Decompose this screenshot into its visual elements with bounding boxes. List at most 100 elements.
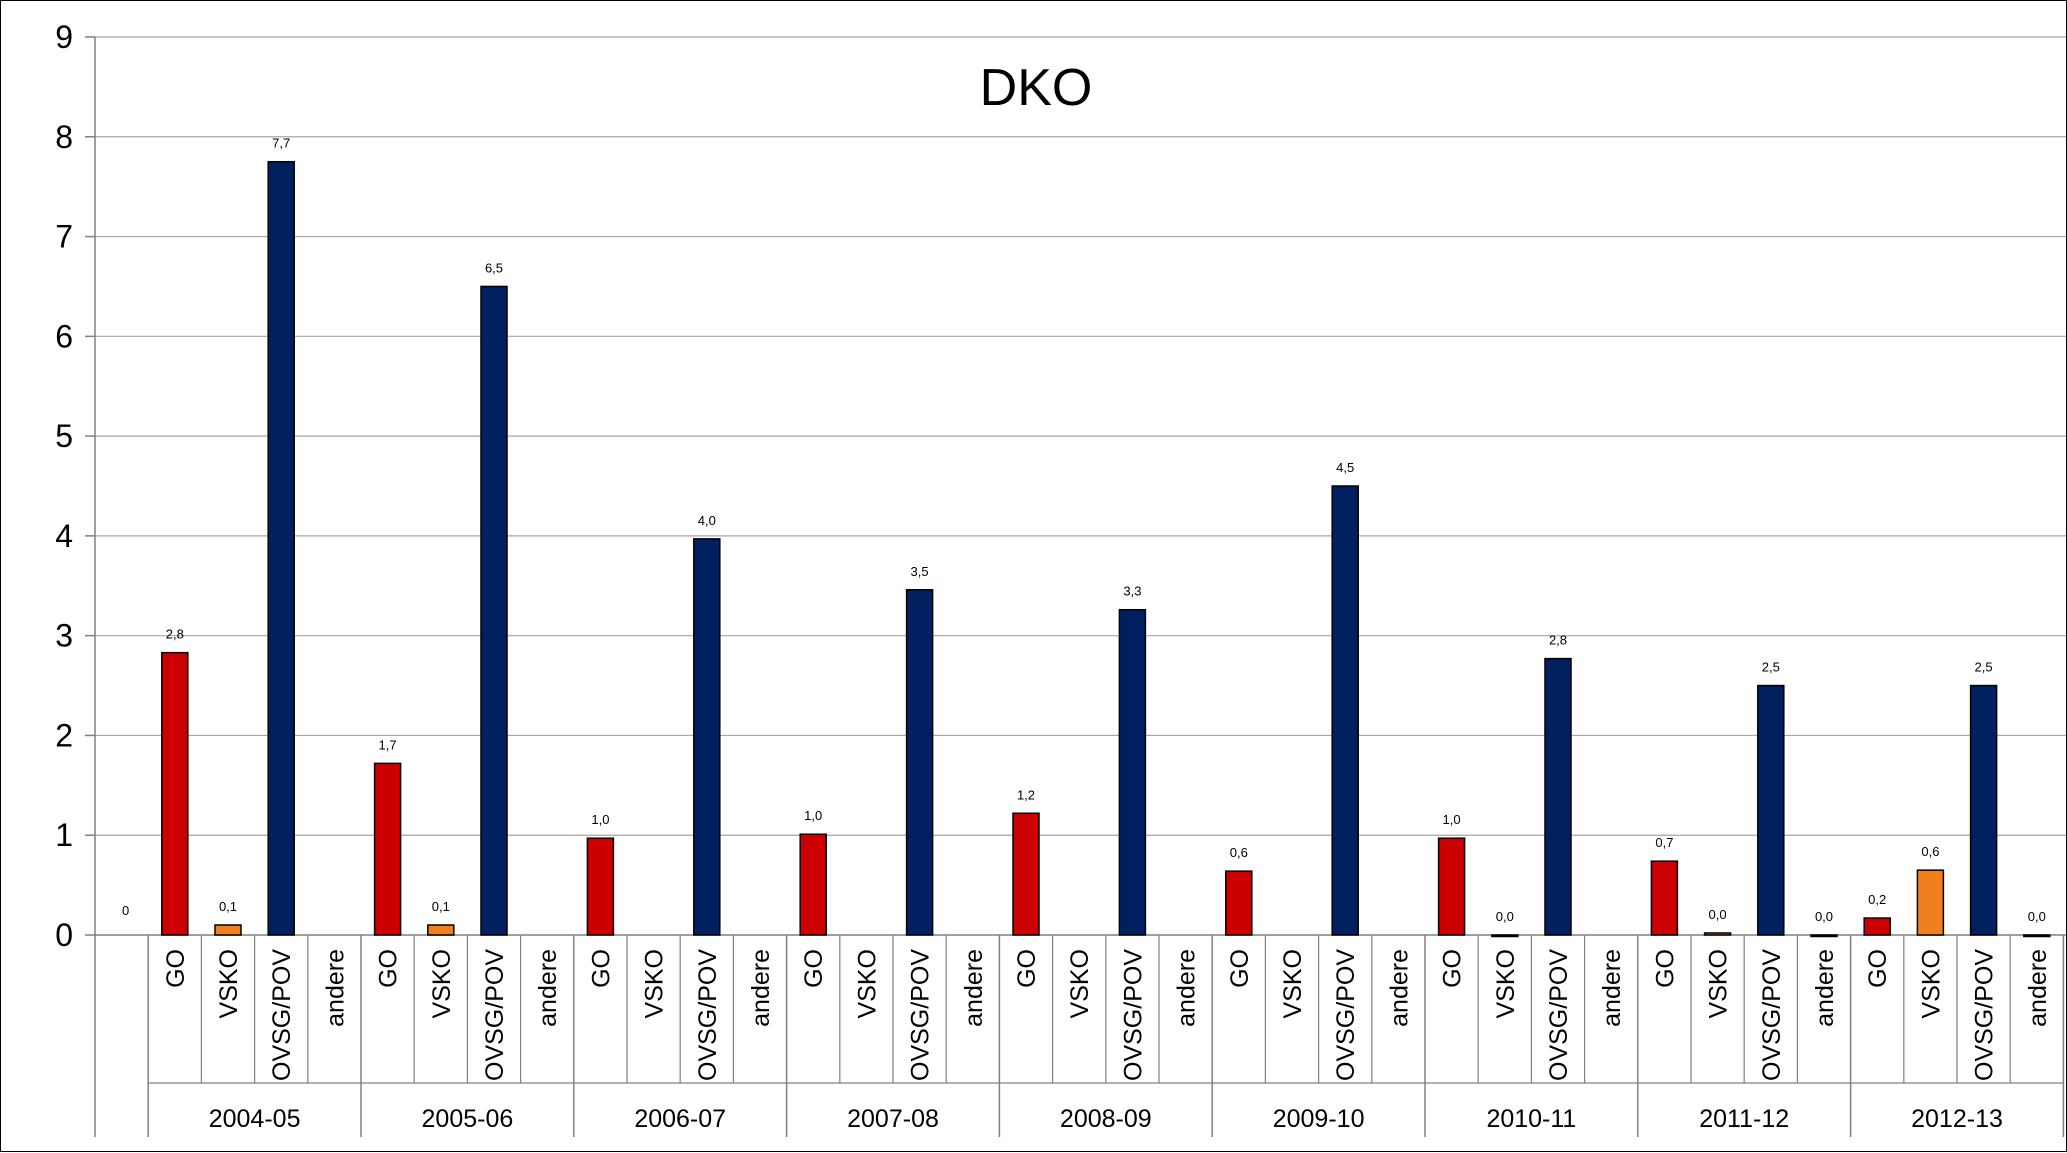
bar bbox=[373, 762, 402, 936]
bar bbox=[1331, 485, 1359, 936]
subcategory-label: GO bbox=[1226, 949, 1254, 988]
data-label: 1,0 bbox=[591, 812, 609, 827]
data-label: 0,6 bbox=[1230, 845, 1248, 860]
group-label: 2004-05 bbox=[209, 1105, 301, 1133]
bar bbox=[693, 538, 721, 936]
subcategory-label: GO bbox=[1864, 949, 1892, 988]
bar bbox=[2023, 934, 2051, 938]
subcategory-label: andere bbox=[747, 949, 775, 1027]
data-label: 1,0 bbox=[1443, 812, 1461, 827]
data-label: 2,8 bbox=[166, 627, 184, 642]
subcategory-label: andere bbox=[1598, 949, 1626, 1027]
y-tick-label: 2 bbox=[55, 717, 73, 753]
data-label-leading: 0 bbox=[122, 903, 129, 918]
subcategory-label: GO bbox=[1439, 949, 1467, 988]
subcategory-label: VSKO bbox=[641, 949, 669, 1018]
subcategory-label: VSKO bbox=[215, 949, 243, 1018]
bar bbox=[1916, 869, 1945, 936]
bar bbox=[1703, 932, 1732, 936]
data-label: 0,7 bbox=[1655, 835, 1673, 850]
data-label: 7,7 bbox=[272, 136, 290, 151]
bar bbox=[1012, 812, 1040, 936]
subcategory-label: OVSG/POV bbox=[268, 949, 296, 1081]
subcategory-label: andere bbox=[534, 949, 562, 1027]
subcategory-label: andere bbox=[1173, 949, 1201, 1027]
bar bbox=[1810, 934, 1838, 938]
group-label: 2009-10 bbox=[1273, 1105, 1365, 1133]
bar bbox=[214, 924, 242, 936]
subcategory-label: OVSG/POV bbox=[1545, 949, 1573, 1081]
group-label: 2011-12 bbox=[1699, 1105, 1789, 1133]
y-tick-label: 8 bbox=[55, 119, 73, 155]
y-tick-label: 5 bbox=[55, 418, 73, 454]
bar bbox=[1863, 917, 1891, 936]
subcategory-label: VSKO bbox=[1492, 949, 1520, 1018]
bar bbox=[1437, 837, 1466, 936]
subcategory-label: VSKO bbox=[1917, 949, 1945, 1018]
subcategory-label: VSKO bbox=[428, 949, 456, 1018]
subcategory-label: GO bbox=[375, 949, 403, 988]
data-label: 2,8 bbox=[1549, 633, 1567, 648]
subcategory-label: andere bbox=[960, 949, 988, 1027]
subcategory-label: GO bbox=[1013, 949, 1041, 988]
gridlines bbox=[95, 36, 2066, 836]
y-tick-label: 4 bbox=[55, 518, 73, 554]
data-label: 0,0 bbox=[1815, 909, 1833, 924]
y-tick-label: 9 bbox=[55, 19, 73, 55]
data-label: 0,2 bbox=[1868, 892, 1886, 907]
data-label: 0,0 bbox=[1709, 907, 1727, 922]
bar bbox=[480, 285, 508, 936]
subcategory-label: OVSG/POV bbox=[1119, 949, 1147, 1081]
bar bbox=[1757, 684, 1785, 936]
bar bbox=[427, 924, 455, 936]
data-label: 0,1 bbox=[219, 899, 237, 914]
group-label: 2007-08 bbox=[847, 1105, 939, 1133]
data-label: 4,5 bbox=[1336, 460, 1354, 475]
bar bbox=[1118, 608, 1147, 936]
data-label: 2,5 bbox=[1975, 660, 1993, 675]
chart-title: DKO bbox=[980, 59, 1093, 117]
group-label: 2005-06 bbox=[422, 1105, 514, 1133]
y-tick-label: 3 bbox=[55, 618, 73, 654]
data-label: 3,3 bbox=[1123, 584, 1141, 599]
subcategory-label: andere bbox=[2024, 949, 2052, 1027]
bar bbox=[905, 589, 934, 936]
y-tick-label: 7 bbox=[55, 219, 73, 255]
data-label: 2,5 bbox=[1762, 660, 1780, 675]
group-label: 2012-13 bbox=[1911, 1105, 2003, 1133]
subcategory-label: OVSG/POV bbox=[481, 949, 509, 1081]
data-label: 1,7 bbox=[379, 737, 397, 752]
subcategory-label: VSKO bbox=[1066, 949, 1094, 1018]
subcategory-label: GO bbox=[1651, 949, 1679, 988]
subcategory-label: OVSG/POV bbox=[694, 949, 722, 1081]
bars bbox=[161, 160, 2051, 938]
group-label: 2006-07 bbox=[634, 1105, 726, 1133]
category-axis: GO VSKO OVSG/POV andere 2004-05 GO VSKO OVSG/PO… bbox=[147, 935, 2065, 1137]
data-label: 1,2 bbox=[1017, 787, 1035, 802]
y-tick-label: 0 bbox=[55, 917, 73, 953]
group-label: 2008-09 bbox=[1060, 1105, 1152, 1133]
subcategory-label: GO bbox=[587, 949, 615, 988]
axes: 0 1 2 3 4 5 6 7 8 9 bbox=[55, 19, 2066, 1137]
bar bbox=[1225, 870, 1253, 936]
data-label: 0,0 bbox=[2028, 909, 2046, 924]
data-label: 0,6 bbox=[1921, 844, 1939, 859]
y-tick-label: 1 bbox=[55, 817, 73, 853]
data-label: 0,0 bbox=[1496, 909, 1514, 924]
data-label: 6,5 bbox=[485, 260, 503, 275]
data-label: 0,1 bbox=[432, 899, 450, 914]
data-label: 1,0 bbox=[804, 808, 822, 823]
subcategory-label: andere bbox=[1385, 949, 1413, 1027]
bar bbox=[799, 833, 827, 936]
subcategory-label: OVSG/POV bbox=[1758, 949, 1786, 1081]
bar bbox=[1969, 684, 1998, 936]
subcategory-label: VSKO bbox=[1279, 949, 1307, 1018]
bar bbox=[267, 160, 295, 936]
y-tick-label: 6 bbox=[55, 318, 73, 354]
subcategory-label: OVSG/POV bbox=[1971, 949, 1999, 1081]
data-label: 4,0 bbox=[698, 513, 716, 528]
subcategory-label: VSKO bbox=[853, 949, 881, 1018]
data-label: 3,5 bbox=[911, 564, 929, 579]
